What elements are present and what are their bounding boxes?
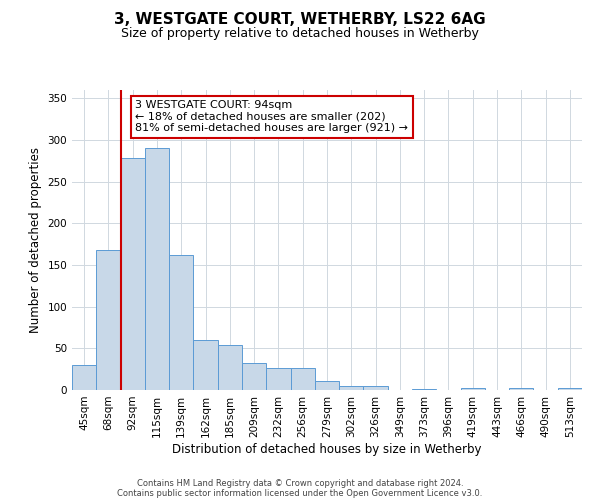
Text: Contains HM Land Registry data © Crown copyright and database right 2024.: Contains HM Land Registry data © Crown c… (137, 478, 463, 488)
Bar (412, 389, 436, 390)
Bar (193, 340, 218, 390)
Bar (339, 386, 364, 390)
Bar (121, 158, 145, 390)
X-axis label: Distribution of detached houses by size in Wetherby: Distribution of detached houses by size … (172, 442, 482, 456)
Bar (96, 250, 121, 390)
Text: 3 WESTGATE COURT: 94sqm
← 18% of detached houses are smaller (202)
81% of semi-d: 3 WESTGATE COURT: 94sqm ← 18% of detache… (135, 100, 408, 133)
Bar (242, 362, 266, 390)
Text: Contains public sector information licensed under the Open Government Licence v3: Contains public sector information licen… (118, 488, 482, 498)
Bar (72, 365, 96, 390)
Text: 3, WESTGATE COURT, WETHERBY, LS22 6AG: 3, WESTGATE COURT, WETHERBY, LS22 6AG (114, 12, 486, 28)
Bar (461, 388, 485, 390)
Bar (558, 388, 582, 390)
Y-axis label: Number of detached properties: Number of detached properties (29, 147, 42, 333)
Bar (145, 148, 169, 390)
Bar (315, 381, 339, 390)
Text: Size of property relative to detached houses in Wetherby: Size of property relative to detached ho… (121, 28, 479, 40)
Bar (169, 255, 193, 390)
Bar (218, 345, 242, 390)
Bar (290, 368, 315, 390)
Bar (266, 368, 290, 390)
Bar (364, 386, 388, 390)
Bar (509, 388, 533, 390)
